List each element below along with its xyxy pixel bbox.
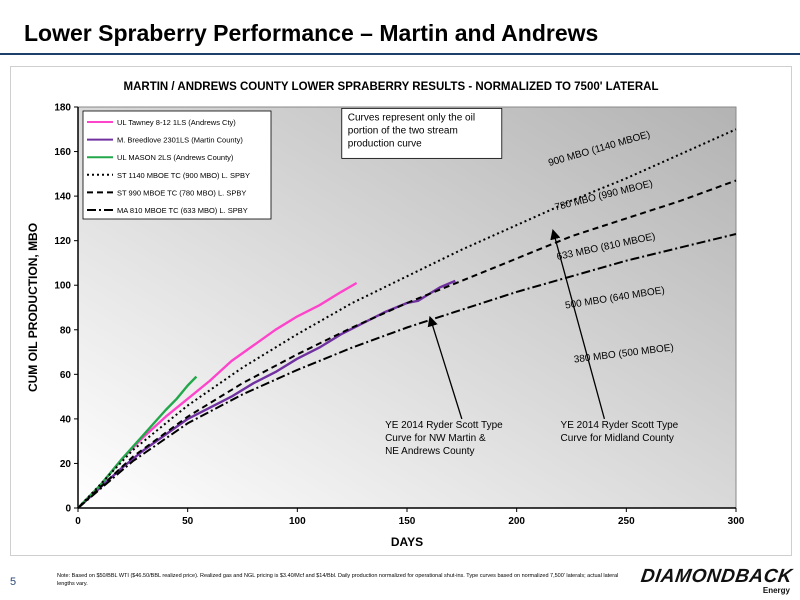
page-number: 5 <box>10 576 17 588</box>
footnote: Note: Based on $50/BBL WTI ($46.50/BBL r… <box>57 573 619 587</box>
annotation-box <box>341 107 503 159</box>
x-tick-label: 150 <box>399 516 416 527</box>
logo-subtitle: Energy <box>762 586 790 595</box>
title-rule <box>0 53 800 55</box>
y-tick-label: 180 <box>54 103 71 114</box>
annotation-line: Curve for Midland County <box>561 433 674 444</box>
y-axis-label: CUM OIL PRODUCTION, MBO <box>26 223 40 392</box>
y-tick-label: 20 <box>60 459 72 470</box>
annotation-line: portion of the two stream <box>348 125 458 136</box>
x-tick-label: 300 <box>728 516 745 527</box>
y-tick-label: 80 <box>60 325 72 336</box>
x-tick-label: 100 <box>289 516 306 527</box>
annotation-line: Curve for NW Martin & <box>385 433 486 444</box>
series-line-5 <box>77 233 737 509</box>
legend-label: UL Tawney 8-12 1LS (Andrews Cty) <box>117 118 236 127</box>
legend-label: M. Breedlove 2301LS (Martin County) <box>117 136 243 145</box>
logo-wordmark: DIAMONDBACK <box>639 566 794 587</box>
y-tick-label: 40 <box>60 414 72 425</box>
y-tick-label: 160 <box>54 147 71 158</box>
legend-label: ST 990 MBOE TC (780 MBO) L. SPBY <box>117 188 246 197</box>
y-tick-label: 0 <box>65 504 71 515</box>
annotation-line: production curve <box>348 138 422 149</box>
x-axis-label: DAYS <box>391 535 423 549</box>
x-tick-label: 50 <box>182 516 194 527</box>
company-logo: DIAMONDBACK Energy <box>634 566 796 596</box>
chart-title: MARTIN / ANDREWS COUNTY LOWER SPRABERRY … <box>124 81 659 93</box>
x-tick-label: 250 <box>618 516 635 527</box>
y-tick-label: 120 <box>54 236 71 247</box>
annotation-line: YE 2014 Ryder Scott Type <box>385 420 503 431</box>
y-tick-label: 140 <box>54 192 71 203</box>
slide-title: Lower Spraberry Performance – Martin and… <box>24 20 599 46</box>
legend-label: ST 1140 MBOE TC (900 MBO) L. SPBY <box>117 171 250 180</box>
series-line-1 <box>77 279 456 509</box>
x-tick-label: 0 <box>75 516 81 527</box>
annotation-arrow <box>427 315 463 420</box>
series-line-4 <box>77 179 737 509</box>
annotation-line: NE Andrews County <box>385 446 475 457</box>
series-line-3 <box>77 128 737 509</box>
series-line-2 <box>77 375 198 509</box>
x-tick-label: 200 <box>508 516 525 527</box>
legend-box <box>82 110 272 220</box>
y-tick-label: 100 <box>54 281 71 292</box>
legend-label: UL MASON 2LS (Andrews County) <box>117 153 234 162</box>
performance-chart: MARTIN / ANDREWS COUNTY LOWER SPRABERRY … <box>26 81 745 549</box>
y-tick-label: 60 <box>60 370 72 381</box>
annotation-line: Curves represent only the oil <box>348 112 475 123</box>
chart-frame: MARTIN / ANDREWS COUNTY LOWER SPRABERRY … <box>10 66 792 556</box>
annotation-line: YE 2014 Ryder Scott Type <box>561 420 679 431</box>
annotation-arrow <box>550 228 606 420</box>
legend-label: MA 810 MBOE TC (633 MBO) L. SPBY <box>117 206 248 215</box>
